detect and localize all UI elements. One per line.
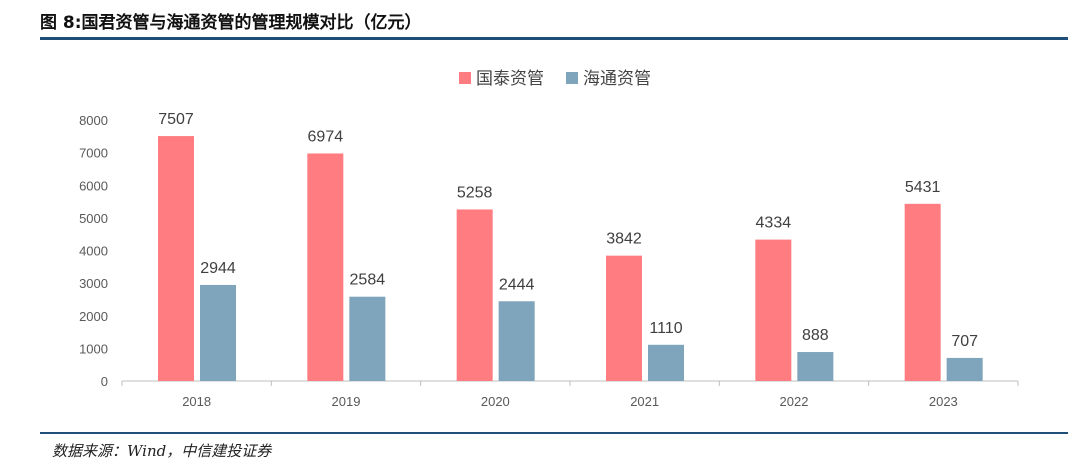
y-axis: 0 1000 2000 3000 4000 5000 6000 7000 8000 bbox=[79, 113, 108, 389]
legend-swatch-1 bbox=[566, 72, 578, 84]
y-tick-label-0: 0 bbox=[101, 374, 108, 389]
y-tick-label-3: 3000 bbox=[79, 276, 108, 291]
data-label-1-3: 1110 bbox=[649, 320, 682, 337]
bar-0-3 bbox=[606, 255, 642, 381]
bar-1-0 bbox=[200, 284, 236, 381]
bar-1-3 bbox=[648, 344, 684, 381]
x-tick-label-4: 2022 bbox=[780, 394, 809, 409]
y-tick-label-7: 7000 bbox=[79, 146, 108, 161]
source-rule bbox=[40, 432, 1068, 434]
y-tick-label-2: 2000 bbox=[79, 309, 108, 324]
x-tick-label-2: 2020 bbox=[481, 394, 510, 409]
bar-0-1 bbox=[307, 153, 344, 381]
bar-1-5 bbox=[946, 357, 983, 381]
data-label-0-1: 6974 bbox=[308, 128, 344, 145]
bar-1-2 bbox=[498, 301, 535, 381]
data-label-0-2: 5258 bbox=[457, 184, 493, 201]
x-axis: 2018 2019 2020 2021 2022 2023 bbox=[121, 380, 1019, 409]
y-tick-label-1: 1000 bbox=[79, 341, 108, 356]
data-label-0-5: 5431 bbox=[905, 179, 941, 196]
data-label-0-4: 4334 bbox=[756, 215, 792, 232]
legend: 国泰资管 海通资管 bbox=[459, 69, 651, 89]
data-label-0-3: 3842 bbox=[606, 231, 642, 248]
data-label-1-1: 2584 bbox=[350, 272, 386, 289]
bar-0-4 bbox=[755, 239, 792, 381]
legend-swatch-0 bbox=[459, 72, 471, 84]
bar-0-2 bbox=[456, 209, 493, 381]
x-tick-label-1: 2019 bbox=[332, 394, 361, 409]
legend-label-1: 海通资管 bbox=[583, 69, 651, 89]
source-note: 数据来源：Wind，中信建投证券 bbox=[52, 442, 272, 460]
x-tick-label-0: 2018 bbox=[182, 394, 211, 409]
y-tick-label-6: 6000 bbox=[79, 178, 108, 193]
bar-0-5 bbox=[904, 203, 941, 381]
figure-title: 图 8:国君资管与海通资管的管理规模对比（亿元） bbox=[40, 13, 422, 33]
bar-1-1 bbox=[349, 296, 386, 381]
y-tick-label-4: 4000 bbox=[79, 244, 108, 259]
y-tick-label-8: 8000 bbox=[79, 113, 108, 128]
data-label-1-5: 707 bbox=[951, 333, 978, 350]
data-label-1-4: 888 bbox=[802, 327, 829, 344]
x-tick-label-3: 2021 bbox=[630, 394, 659, 409]
bars bbox=[158, 136, 983, 381]
bar-1-4 bbox=[797, 352, 834, 381]
bar-0-0 bbox=[158, 136, 194, 381]
legend-label-0: 国泰资管 bbox=[476, 69, 544, 89]
data-labels: 7507 6974 5258 3842 4334 5431 2944 2584 2444 1110… bbox=[158, 111, 978, 350]
y-tick-label-5: 5000 bbox=[79, 211, 108, 226]
bar-chart: 国泰资管 海通资管 0 1000 2000 3000 4000 5000 6000 7000 80… bbox=[79, 69, 1019, 409]
title-rule bbox=[40, 37, 1068, 40]
x-tick-label-5: 2023 bbox=[929, 394, 958, 409]
data-label-1-2: 2444 bbox=[499, 276, 535, 293]
data-label-1-0: 2944 bbox=[200, 260, 236, 277]
data-label-0-0: 7507 bbox=[158, 111, 194, 128]
